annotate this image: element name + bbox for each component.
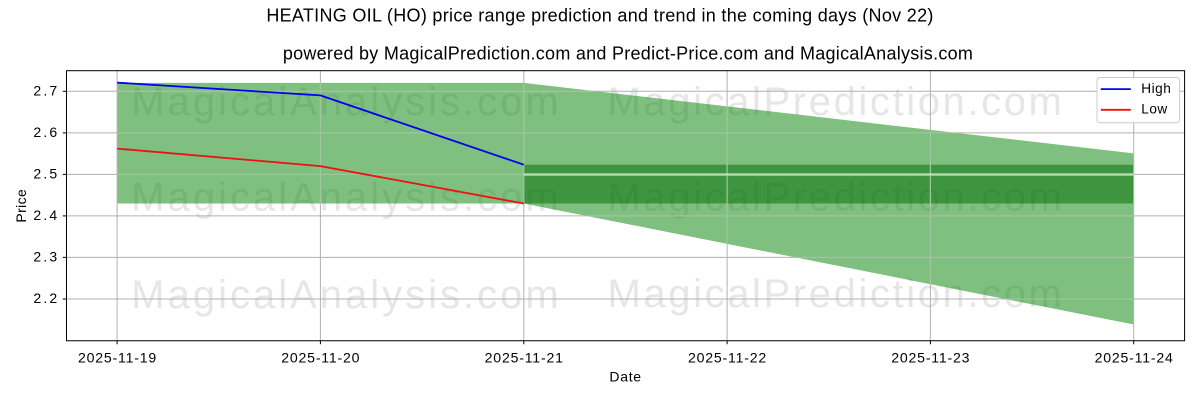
svg-text:2025-11-23: 2025-11-23 (891, 349, 970, 365)
svg-text:Price: Price (13, 189, 29, 223)
svg-text:2.3: 2.3 (33, 248, 59, 264)
svg-text:Date: Date (609, 368, 641, 384)
svg-text:2.7: 2.7 (33, 82, 59, 98)
svg-text:2025-11-24: 2025-11-24 (1095, 349, 1174, 365)
svg-text:2025-11-21: 2025-11-21 (485, 349, 564, 365)
svg-text:2.6: 2.6 (33, 124, 59, 140)
svg-text:2.5: 2.5 (33, 165, 59, 181)
svg-text:powered by MagicalPrediction.c: powered by MagicalPrediction.com and Pre… (283, 44, 973, 64)
svg-text:2025-11-19: 2025-11-19 (78, 349, 157, 365)
svg-text:2025-11-22: 2025-11-22 (688, 349, 767, 365)
svg-text:MagicalAnalysis.com: MagicalAnalysis.com (131, 273, 561, 317)
svg-text:High: High (1141, 81, 1171, 96)
svg-text:Low: Low (1141, 101, 1167, 116)
svg-text:2.2: 2.2 (33, 290, 59, 306)
svg-text:2.4: 2.4 (33, 207, 59, 223)
svg-text:2025-11-20: 2025-11-20 (281, 349, 360, 365)
svg-text:HEATING OIL (HO) price range p: HEATING OIL (HO) price range prediction … (266, 6, 933, 26)
